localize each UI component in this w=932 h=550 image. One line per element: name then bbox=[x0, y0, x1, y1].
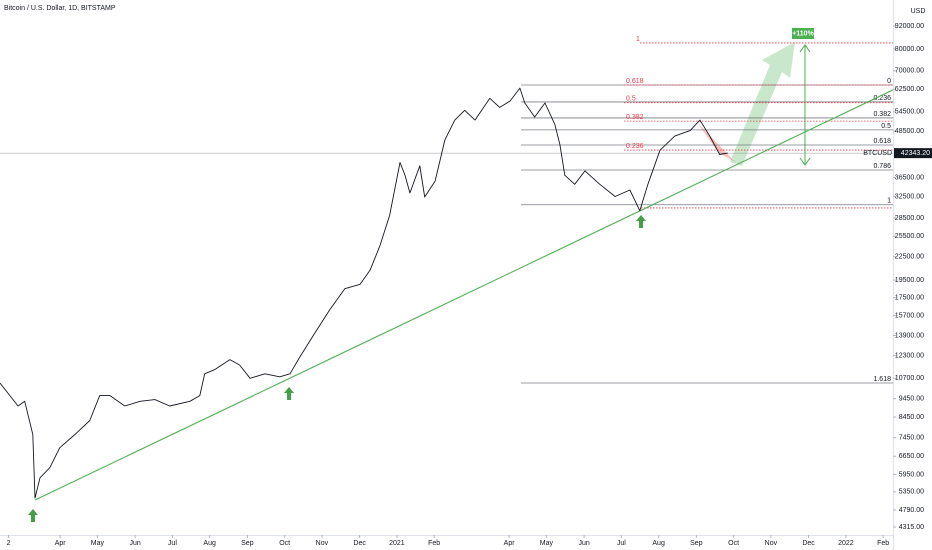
y-tick-label: 54500.00 bbox=[895, 109, 924, 116]
x-tick-label: Apr bbox=[504, 540, 516, 547]
y-tick-label: 9450.00 bbox=[899, 396, 924, 403]
pivot-arrows bbox=[28, 215, 646, 522]
fib-ext-label: 0.382 bbox=[626, 114, 644, 121]
fib-label: 1.618 bbox=[873, 376, 891, 383]
x-tick-label: Jun bbox=[129, 540, 140, 547]
y-tick-label: 5350.00 bbox=[899, 489, 924, 496]
chart-title: Bitcoin / U.S. Dollar, 1D, BITSTAMP bbox=[4, 5, 116, 12]
x-tick-label: Nov bbox=[316, 540, 329, 547]
x-tick-label: Aug bbox=[652, 540, 665, 547]
x-tick-label: Jun bbox=[578, 540, 589, 547]
fib-label: 0 bbox=[887, 78, 891, 85]
currency: USD bbox=[911, 8, 926, 15]
y-tick-label: 48500.00 bbox=[895, 128, 924, 135]
x-tick-label: Dec bbox=[353, 540, 366, 547]
fib-label: 0.786 bbox=[873, 163, 891, 170]
y-tick-label: 36500.00 bbox=[895, 174, 924, 181]
y-tick-label: 62500.00 bbox=[895, 86, 924, 93]
x-tick-label: Oct bbox=[279, 540, 290, 547]
target-badge bbox=[792, 28, 814, 39]
y-tick-label: 12300.00 bbox=[895, 352, 924, 359]
x-tick-label: Sep bbox=[690, 540, 703, 547]
x-tick-label: Aug bbox=[203, 540, 216, 547]
target-label: +110% bbox=[792, 30, 814, 37]
y-tick-label: 17500.00 bbox=[895, 295, 924, 302]
y-tick-label: 6650.00 bbox=[899, 453, 924, 460]
x-tick-label: 2021 bbox=[389, 540, 405, 547]
x-tick-label: Jul bbox=[168, 540, 177, 547]
y-tick-label: 4790.00 bbox=[899, 507, 924, 514]
fib-label: 0.382 bbox=[873, 111, 891, 118]
y-tick-label: 15700.00 bbox=[895, 312, 924, 319]
x-tick-label: Jul bbox=[617, 540, 626, 547]
x-tick-label: 2022 bbox=[838, 540, 854, 547]
y-tick-label: 80000.00 bbox=[895, 46, 924, 53]
fib-ext-label: 0.236 bbox=[626, 143, 644, 150]
x-tick-label: Feb bbox=[877, 540, 889, 547]
pullback-shape bbox=[697, 122, 735, 162]
price-line bbox=[0, 87, 728, 499]
x-tick-label: 2 bbox=[7, 540, 11, 547]
last-price-label: 42343.20 bbox=[901, 150, 930, 157]
fib-ext-label: 0.618 bbox=[626, 78, 644, 85]
y-tick-label: 28500.00 bbox=[895, 215, 924, 222]
y-tick-label: 19500.00 bbox=[895, 277, 924, 284]
y-tick-label: 7450.00 bbox=[899, 434, 924, 441]
y-tick-label: 5950.00 bbox=[899, 471, 924, 478]
x-tick-label: May bbox=[540, 540, 554, 547]
projection-arrow bbox=[730, 42, 795, 166]
x-tick-label: Dec bbox=[802, 540, 815, 547]
y-tick-label: 13900.00 bbox=[895, 332, 924, 339]
series-name: BTCUSD bbox=[863, 150, 892, 157]
x-tick-label: Apr bbox=[55, 540, 67, 547]
y-tick-label: 92000.00 bbox=[895, 23, 924, 30]
trendline bbox=[34, 89, 894, 501]
y-tick-label: 25500.00 bbox=[895, 233, 924, 240]
fib-label: 0.5 bbox=[881, 123, 891, 130]
x-tick-label: Sep bbox=[241, 540, 254, 547]
y-tick-label: 4315.00 bbox=[899, 524, 924, 531]
fib-label: 0.236 bbox=[873, 95, 891, 102]
fib-label: 1 bbox=[887, 198, 891, 205]
fib-ext-label: 1 bbox=[636, 36, 640, 43]
y-tick-label: 10700.00 bbox=[895, 375, 924, 382]
x-tick-label: Nov bbox=[765, 540, 778, 547]
fib-label: 0.618 bbox=[873, 138, 891, 145]
y-tick-label: 32500.00 bbox=[895, 193, 924, 200]
x-tick-label: May bbox=[91, 540, 105, 547]
x-tick-label: Oct bbox=[728, 540, 739, 547]
fib-ext-label: 0.5 bbox=[626, 96, 636, 103]
x-tick-label: Feb bbox=[428, 540, 440, 547]
price-badge bbox=[894, 148, 932, 159]
y-tick-label: 22500.00 bbox=[895, 254, 924, 261]
y-tick-label: 8450.00 bbox=[899, 414, 924, 421]
y-tick-label: 70000.00 bbox=[895, 68, 924, 75]
